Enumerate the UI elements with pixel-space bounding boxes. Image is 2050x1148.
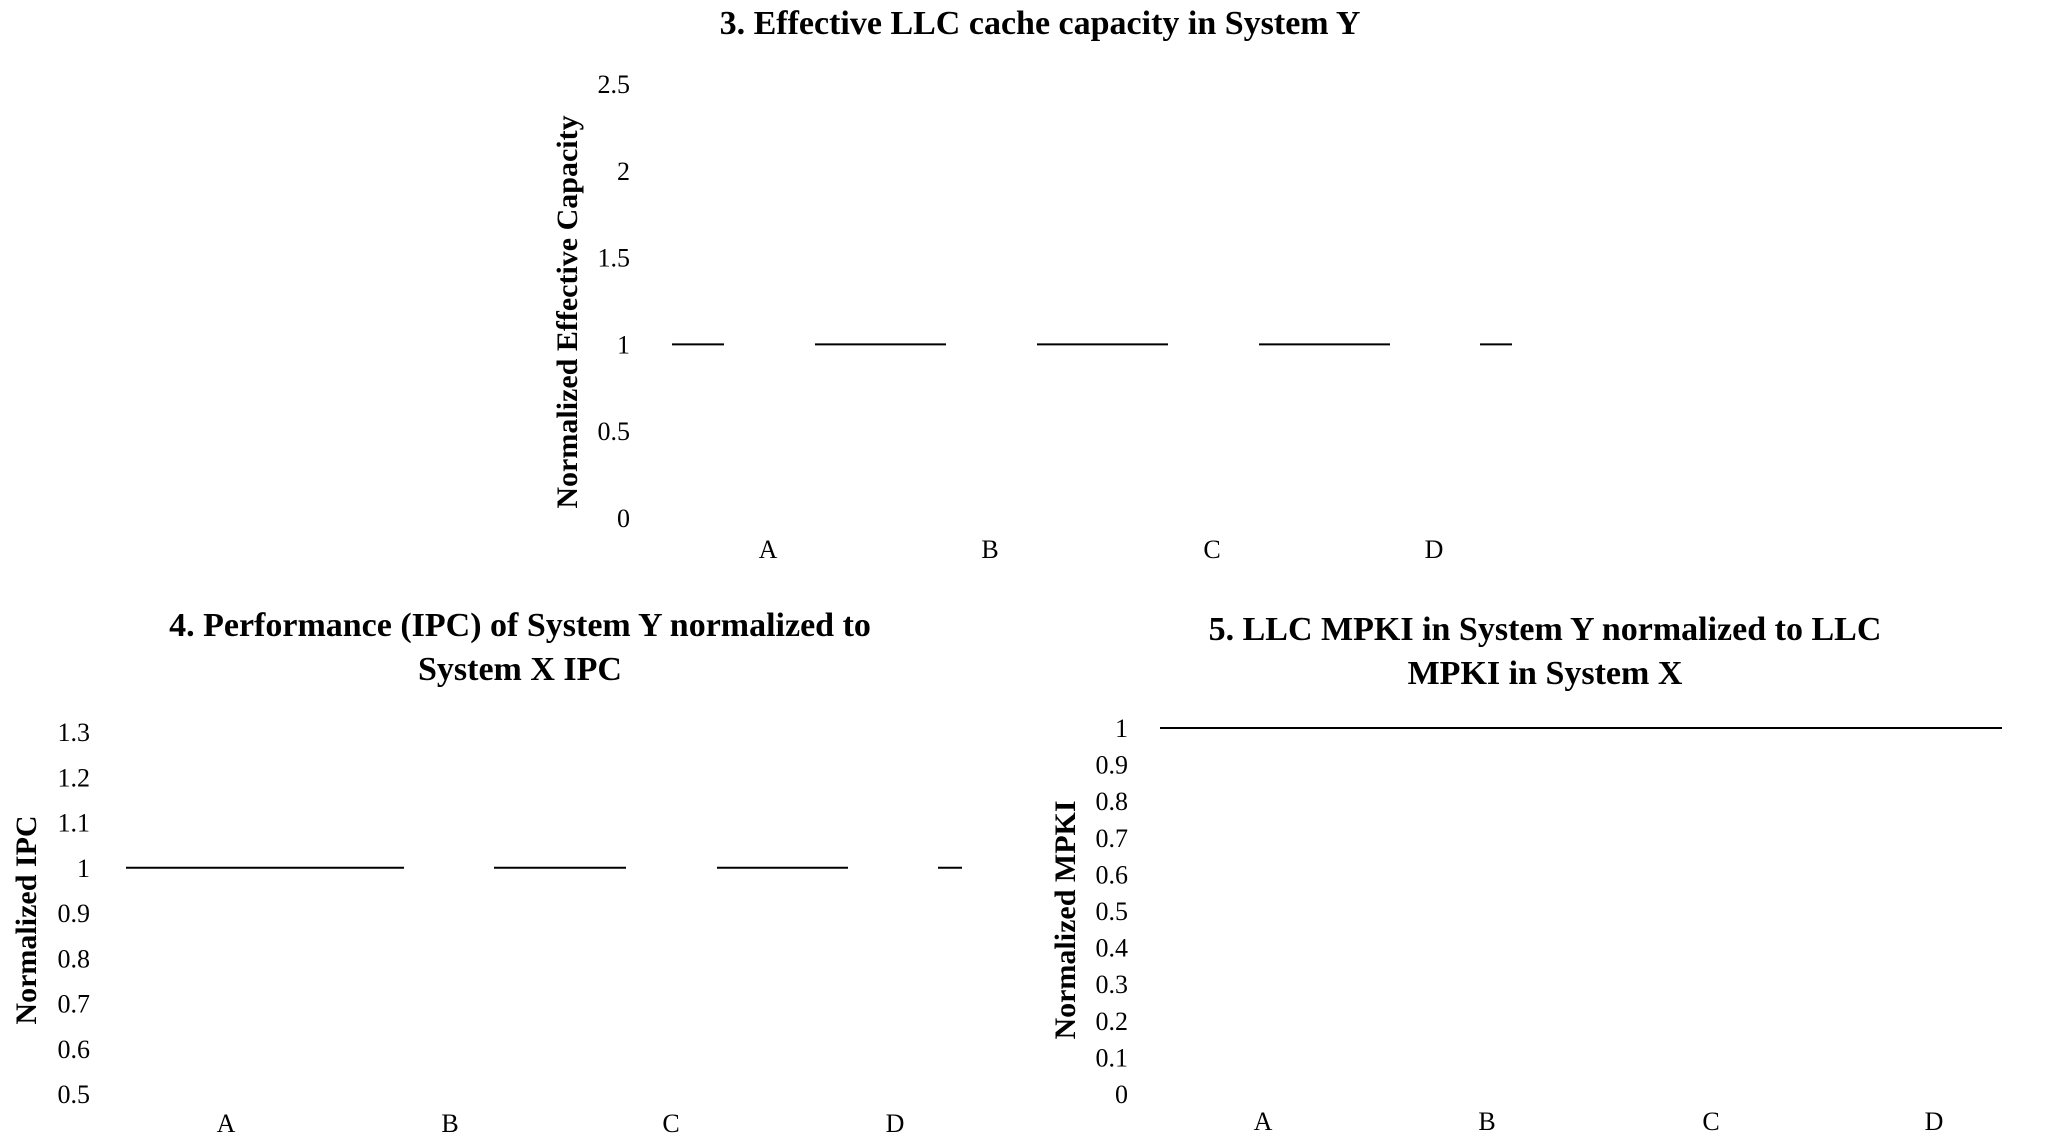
chart-3-category-label: A [759,535,778,564]
chart-4-y-tick-label: 0.6 [58,1035,91,1064]
chart-4-category-label: B [441,1109,458,1138]
chart-5-y-axis-label: Normalized MPKI [1049,800,1082,1039]
chart-4-y-axis-label: Normalized IPC [10,815,43,1024]
chart-4-category-label: A [217,1109,236,1138]
chart-5-category-label: B [1478,1107,1495,1136]
chart-4-y-tick-label: 1 [77,854,90,883]
chart-5-y-tick-label: 0.3 [1096,970,1129,999]
chart-5: Normalized MPKI 0 0.1 0.2 0.3 0.4 0.5 0.6 0.7 0.… [1049,714,2002,1136]
chart-5-y-tick-label: 0.8 [1096,787,1129,816]
chart-4-y-tick-label: 1.2 [58,763,91,792]
chart-4-title-line-1: 4. Performance (IPC) of System Y normali… [169,607,871,644]
chart-4-y-tick-label: 1.3 [58,718,91,747]
chart-5-y-tick-label: 0.2 [1096,1007,1129,1036]
chart-4-y-tick-label: 0.8 [58,944,91,973]
chart-5-category-label: A [1254,1107,1273,1136]
chart-4-y-tick-label: 0.7 [58,990,91,1019]
chart-3-y-tick-label: 1 [617,330,630,359]
chart-4-y-tick-label: 1.1 [58,809,91,838]
chart-4-title-line-2: System X IPC [418,651,622,688]
chart-4-category-label: D [886,1109,905,1138]
chart-5-y-tick-label: 0.4 [1096,934,1129,963]
chart-5-y-tick-label: 0.5 [1096,897,1129,926]
chart-5-title-line-2: MPKI in System X [1407,655,1683,692]
chart-5-y-tick-label: 0.6 [1096,860,1129,889]
chart-4-category-label: C [662,1109,679,1138]
chart-4: Normalized IPC 0.5 0.6 0.7 0.8 0.9 1 1.1 1.2 1.3… [10,718,962,1138]
chart-5-y-tick-label: 0.7 [1096,824,1129,853]
chart-3-y-tick-label: 0.5 [598,417,631,446]
chart-5-y-tick-label: 0 [1115,1080,1128,1109]
chart-4-y-tick-label: 0.9 [58,899,91,928]
chart-5-title-line-1: 5. LLC MPKI in System Y normalized to LL… [1208,611,1882,648]
chart-5-category-label: C [1702,1107,1719,1136]
chart-3-y-tick-label: 2.5 [598,70,631,99]
chart-3: Normalized Effective Capacity 0 0.5 1 1.5 2 2… [551,70,1512,564]
chart-5-y-tick-label: 1 [1115,714,1128,743]
chart-3-y-tick-label: 1.5 [598,244,631,273]
chart-5-category-label: D [1925,1107,1944,1136]
chart-3-category-label: B [981,535,998,564]
chart-3-y-tick-label: 2 [617,157,630,186]
chart-5-y-tick-label: 0.9 [1096,751,1129,780]
chart-3-title: 3. Effective LLC cache capacity in Syste… [719,5,1361,42]
chart-3-y-axis-label: Normalized Effective Capacity [551,115,584,508]
chart-5-y-tick-label: 0.1 [1096,1043,1129,1072]
chart-4-y-tick-label: 0.5 [58,1080,91,1109]
chart-3-y-tick-label: 0 [617,504,630,533]
chart-3-category-label: D [1425,535,1444,564]
chart-3-category-label: C [1203,535,1220,564]
